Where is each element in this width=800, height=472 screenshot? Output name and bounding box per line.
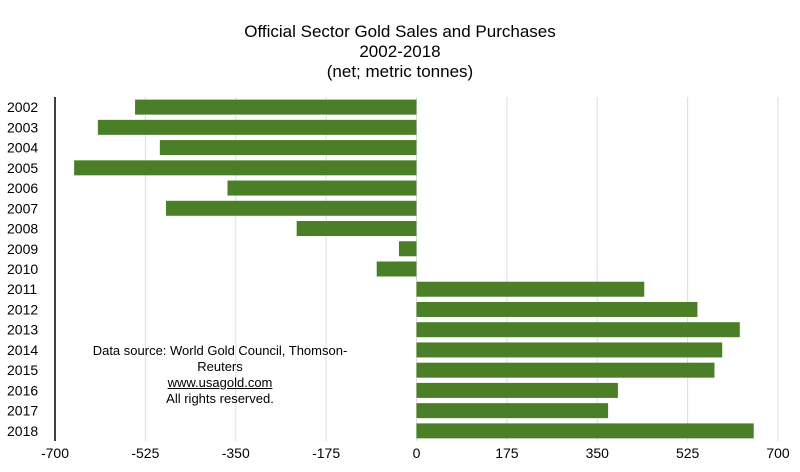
x-tick-label-7: 525 bbox=[676, 445, 700, 461]
bar-2004 bbox=[159, 140, 417, 156]
x-tick-label-3: -175 bbox=[312, 445, 340, 461]
category-label-2017: 2017 bbox=[7, 403, 38, 419]
category-label-2009: 2009 bbox=[7, 241, 38, 257]
usagold-link[interactable]: www.usagold.com bbox=[167, 375, 273, 390]
bar-2013 bbox=[416, 322, 740, 338]
category-label-2004: 2004 bbox=[7, 140, 38, 156]
bar-2005 bbox=[74, 160, 417, 176]
bar-2015 bbox=[416, 362, 715, 378]
rights-text: All rights reserved. bbox=[166, 391, 274, 406]
chart-title-block: Official Sector Gold Sales and Purchases… bbox=[0, 22, 800, 82]
bar-2010 bbox=[376, 261, 417, 277]
bar-2002 bbox=[135, 99, 417, 115]
x-tick-label-5: 175 bbox=[495, 445, 519, 461]
category-label-2008: 2008 bbox=[7, 221, 38, 237]
bar-2009 bbox=[398, 241, 417, 257]
bar-2018 bbox=[416, 423, 754, 439]
category-label-2018: 2018 bbox=[7, 423, 38, 439]
chart-subtitle-years: 2002-2018 bbox=[359, 42, 441, 61]
bar-2007 bbox=[166, 200, 417, 216]
bar-2016 bbox=[416, 382, 618, 398]
category-label-2014: 2014 bbox=[7, 342, 38, 358]
chart-subtitle-units: (net; metric tonnes) bbox=[326, 62, 474, 81]
category-label-2013: 2013 bbox=[7, 322, 38, 338]
bar-2003 bbox=[97, 119, 417, 135]
category-label-2002: 2002 bbox=[7, 99, 38, 115]
category-label-2007: 2007 bbox=[7, 200, 38, 216]
category-label-2015: 2015 bbox=[7, 362, 38, 378]
x-tick-label-0: -700 bbox=[41, 445, 69, 461]
bar-2014 bbox=[416, 342, 723, 358]
category-label-2005: 2005 bbox=[7, 160, 38, 176]
category-label-2012: 2012 bbox=[7, 301, 38, 317]
bar-2006 bbox=[227, 180, 417, 196]
chart-title: Official Sector Gold Sales and Purchases bbox=[244, 22, 556, 41]
category-label-2003: 2003 bbox=[7, 119, 38, 135]
category-label-2016: 2016 bbox=[7, 382, 38, 398]
x-tick-label-4: 0 bbox=[413, 445, 421, 461]
data-source-text: Data source: World Gold Council, Thomson… bbox=[92, 343, 348, 374]
bar-2011 bbox=[416, 281, 645, 297]
bar-2012 bbox=[416, 301, 698, 317]
category-label-2006: 2006 bbox=[7, 180, 38, 196]
x-tick-label-8: 700 bbox=[766, 445, 790, 461]
category-label-2011: 2011 bbox=[7, 281, 37, 297]
data-source-note: Data source: World Gold Council, Thomson… bbox=[75, 343, 365, 407]
x-tick-label-1: -525 bbox=[131, 445, 159, 461]
x-tick-label-6: 350 bbox=[586, 445, 610, 461]
bar-2008 bbox=[296, 221, 417, 237]
x-tick-label-2: -350 bbox=[222, 445, 250, 461]
bar-2017 bbox=[416, 403, 609, 419]
category-label-2010: 2010 bbox=[7, 261, 38, 277]
